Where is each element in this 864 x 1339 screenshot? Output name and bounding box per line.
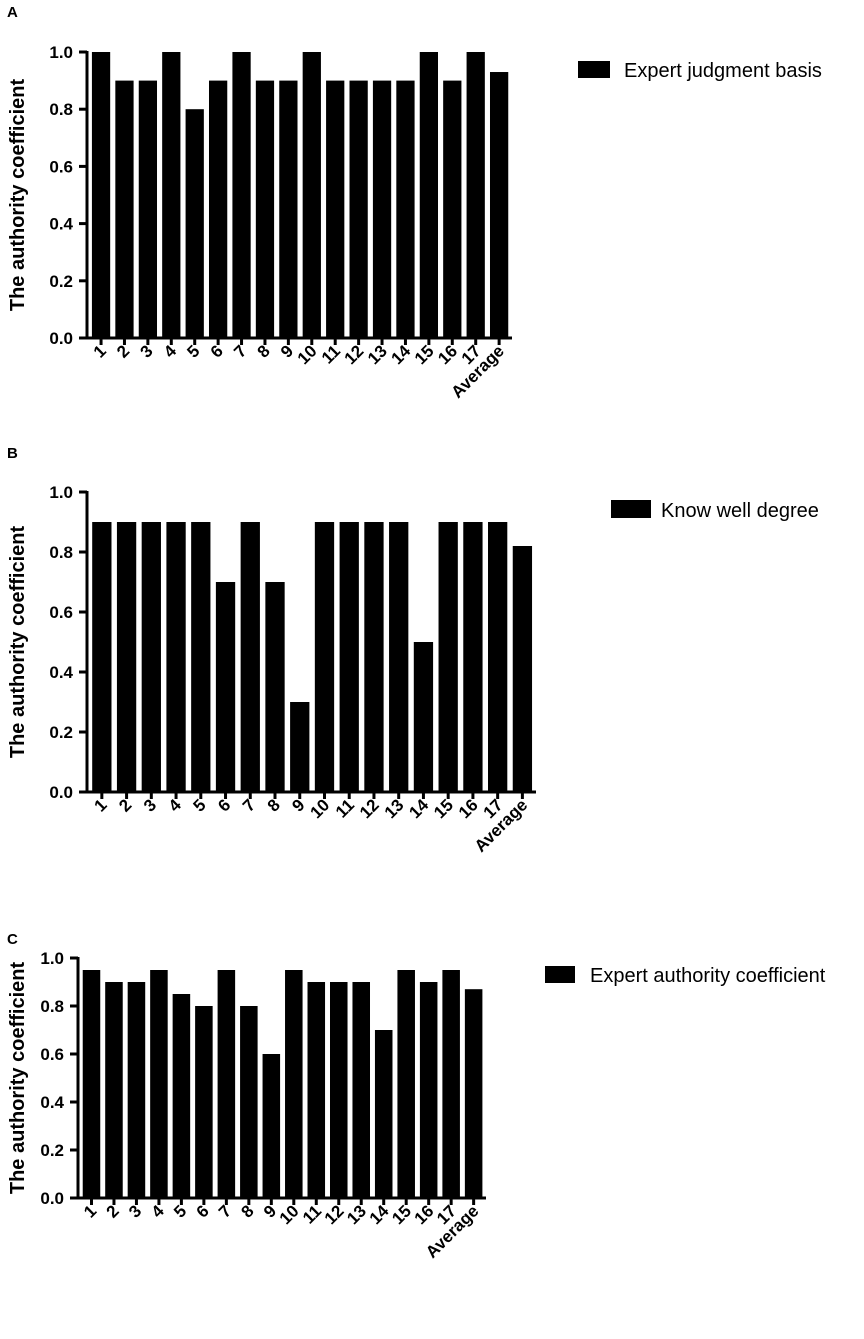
bar-average (512, 546, 533, 792)
y-tick-label: 0.0 (49, 783, 73, 802)
y-axis-title: The authority coefficient (7, 962, 29, 1195)
y-tick-label: 0.6 (49, 157, 73, 176)
bar-5 (191, 522, 211, 792)
bar-11 (326, 80, 345, 338)
bar-12 (364, 522, 384, 792)
y-tick-label: 1.0 (49, 43, 73, 62)
x-tick-label: 16 (455, 795, 482, 822)
bar-3 (138, 80, 158, 338)
bar-average (464, 989, 483, 1198)
bar-14 (374, 1030, 393, 1198)
legend-label: Expert judgment basis (624, 60, 822, 82)
bar-14 (413, 642, 434, 792)
bar-8 (255, 80, 275, 338)
bar-13 (352, 982, 371, 1198)
bar-16 (463, 522, 483, 792)
bar-average (489, 72, 509, 339)
bar-10 (314, 522, 335, 792)
bar-11 (307, 982, 326, 1198)
bar-7 (240, 522, 260, 792)
y-tick-label: 0.0 (49, 329, 73, 348)
bar-15 (397, 970, 415, 1198)
y-tick-label: 1.0 (40, 949, 64, 968)
bar-15 (438, 522, 458, 792)
bar-8 (240, 1006, 258, 1198)
y-tick-label: 0.0 (40, 1189, 64, 1208)
legend-swatch (578, 61, 610, 78)
panel-label: C (7, 931, 18, 948)
bar-17 (488, 522, 508, 792)
panel-label: B (7, 445, 18, 462)
bar-10 (302, 52, 321, 338)
y-tick-label: 0.4 (49, 215, 73, 234)
bar-4 (162, 52, 181, 338)
bar-4 (166, 522, 186, 792)
bar-1 (82, 970, 101, 1198)
y-tick-label: 0.2 (40, 1141, 64, 1160)
bar-9 (279, 80, 298, 338)
legend-label: Expert authority coefficient (590, 965, 826, 987)
bar-10 (285, 970, 303, 1198)
bar-2 (116, 522, 137, 792)
bar-8 (265, 582, 285, 792)
x-tick-label: 13 (381, 795, 408, 822)
bar-6 (208, 80, 228, 338)
bar-6 (195, 1006, 213, 1198)
bar-12 (349, 80, 368, 338)
bar-16 (443, 80, 462, 338)
y-tick-label: 0.2 (49, 723, 73, 742)
x-tick-label: 14 (405, 795, 432, 822)
bar-17 (466, 52, 485, 338)
bar-13 (389, 522, 409, 792)
y-tick-label: 0.4 (40, 1093, 64, 1112)
bar-11 (339, 522, 359, 792)
x-tick-label: 12 (356, 795, 383, 822)
bar-1 (92, 522, 112, 792)
bar-7 (217, 970, 236, 1198)
x-tick-label: 15 (430, 795, 457, 822)
bar-15 (419, 52, 439, 338)
bar-14 (396, 80, 415, 338)
bar-7 (232, 52, 251, 338)
bar-3 (127, 982, 146, 1198)
bar-12 (329, 982, 348, 1198)
chart-panel-c: C 0.0 0.2 0.4 0.6 0.8 1.0 The authority coeffic… (7, 931, 826, 1262)
panel-label: A (7, 4, 18, 21)
bar-17 (442, 970, 460, 1198)
legend-swatch (545, 966, 575, 983)
bar-9 (290, 702, 310, 792)
y-axis-title: The authority coefficient (7, 526, 29, 759)
y-tick-label: 0.6 (40, 1045, 64, 1064)
x-tick-label: 11 (332, 795, 358, 821)
bar-2 (115, 80, 134, 338)
bar-5 (172, 994, 191, 1198)
x-tick-label: 10 (294, 341, 321, 368)
y-axis-title: The authority coefficient (7, 79, 29, 312)
bar-3 (141, 522, 161, 792)
y-tick-label: 0.4 (49, 663, 73, 682)
y-tick-label: 0.2 (49, 272, 73, 291)
x-tick-label: 10 (307, 795, 334, 822)
y-tick-label: 0.8 (49, 100, 73, 119)
bar-16 (419, 982, 438, 1198)
legend-label: Know well degree (661, 500, 819, 522)
y-tick-label: 0.8 (40, 997, 64, 1016)
bar-9 (262, 1054, 281, 1198)
bar-1 (91, 52, 111, 338)
bar-4 (150, 970, 168, 1198)
bar-13 (372, 80, 392, 338)
bar-6 (215, 582, 236, 792)
bar-5 (185, 109, 204, 338)
chart-panel-a: A 0.0 0.2 0.4 0.6 0.8 1.0 The authority coeffic… (7, 4, 822, 402)
y-tick-label: 0.6 (49, 603, 73, 622)
y-tick-label: 0.8 (49, 543, 73, 562)
chart-panel-b: B 0.0 0.2 0.4 0.6 0.8 1.0 The authority coeffic… (7, 445, 819, 856)
y-tick-label: 1.0 (49, 483, 73, 502)
bar-2 (105, 982, 123, 1198)
legend-swatch (611, 500, 651, 518)
